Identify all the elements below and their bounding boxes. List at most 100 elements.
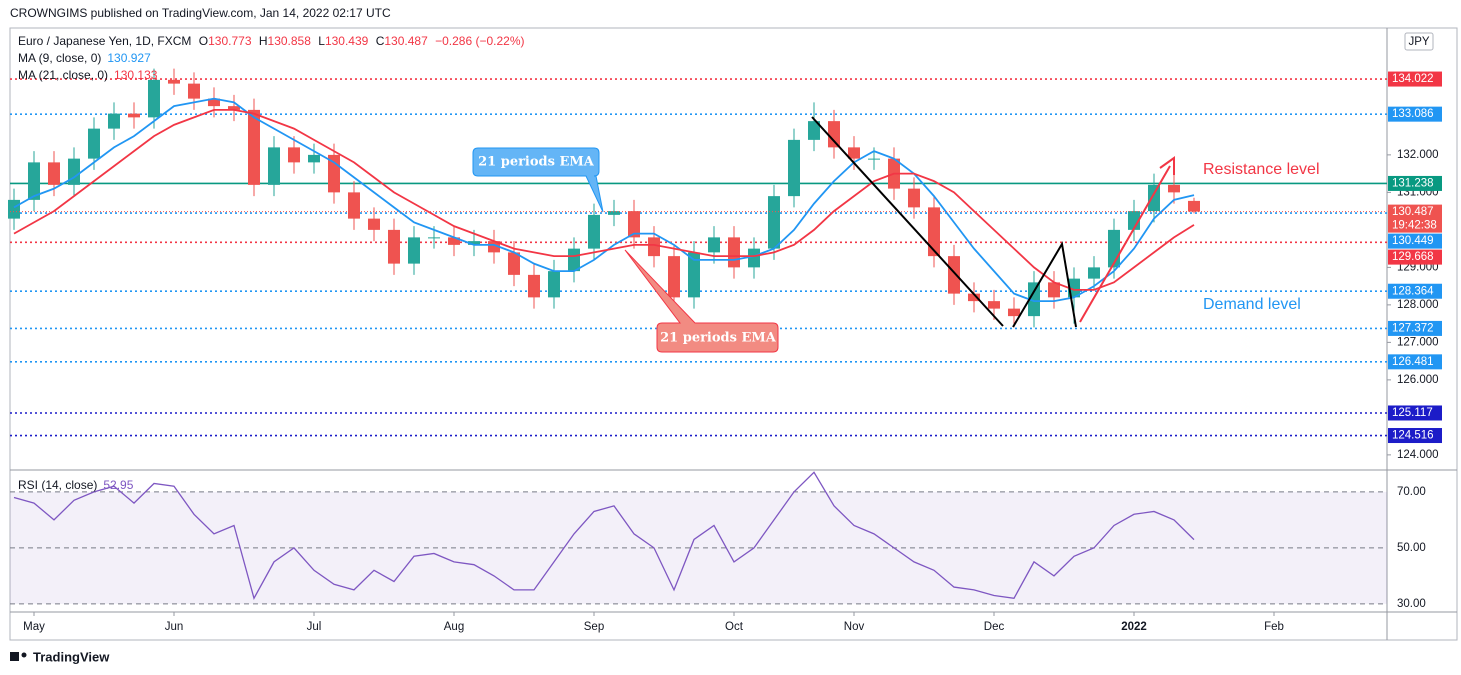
candle-body xyxy=(288,147,300,163)
moving-average xyxy=(13,97,1195,303)
candle-body xyxy=(1008,308,1020,317)
y-tick-label: 70.00 xyxy=(1397,486,1426,498)
candle-body xyxy=(908,188,920,208)
symbol-legend: Euro / Japanese Yen, 1D, FXCM O130.773 H… xyxy=(18,34,525,48)
callout-text: 21 periods EMA xyxy=(478,155,595,170)
h-label: H xyxy=(259,34,268,48)
candle-body xyxy=(68,158,80,185)
price-label-box xyxy=(1388,175,1442,191)
price-label: 130.487 xyxy=(1392,206,1434,218)
ma21-value: 130.133 xyxy=(114,68,158,82)
candle-body xyxy=(188,83,200,99)
price-label: 131.238 xyxy=(1392,177,1434,189)
candle-body xyxy=(968,293,980,302)
y-tick-label: 50.00 xyxy=(1397,542,1426,554)
y-tick-label: 126.000 xyxy=(1397,374,1439,386)
candle-body xyxy=(828,121,840,148)
candle-body xyxy=(48,162,60,185)
candle-body xyxy=(368,218,380,230)
candle-body xyxy=(668,256,680,298)
candle-body xyxy=(568,248,580,272)
candle-body xyxy=(528,274,540,298)
candle-body xyxy=(1188,200,1200,212)
candle-body xyxy=(1048,282,1060,298)
y-tick-label: 128.000 xyxy=(1397,299,1439,311)
currency-badge[interactable] xyxy=(1404,32,1434,51)
candle-body xyxy=(148,79,160,118)
candle-body xyxy=(948,256,960,294)
x-tick-label: Oct xyxy=(725,621,744,633)
x-tick-label: 2022 xyxy=(1121,621,1147,633)
candle-body xyxy=(1148,184,1160,212)
rsi-value: 52.95 xyxy=(103,478,133,492)
price-label-box xyxy=(1388,354,1442,370)
brand-logo xyxy=(21,652,27,658)
candle-body xyxy=(868,158,880,160)
h-value: 130.858 xyxy=(268,34,312,48)
candle-body xyxy=(408,237,420,264)
price-label-box xyxy=(1388,106,1442,122)
price-label: 125.117 xyxy=(1392,407,1433,419)
candle-body xyxy=(1028,282,1040,317)
ema-callout-red: 21 periods EMA xyxy=(624,249,779,353)
currency: JPY xyxy=(1408,36,1429,48)
price-label: 124.516 xyxy=(1392,430,1434,442)
arrow-line xyxy=(1079,165,1171,323)
l-label: L xyxy=(318,34,325,48)
x-tick-label: Feb xyxy=(1264,621,1284,633)
price-label: 130.449 xyxy=(1392,235,1434,247)
candle-body xyxy=(988,301,1000,309)
candle-body xyxy=(468,241,480,245)
candle-body xyxy=(708,237,720,253)
y-tick-label: 127.000 xyxy=(1397,336,1439,348)
candle-body xyxy=(168,79,180,84)
price-label: 126.481 xyxy=(1392,356,1434,368)
price-label: 127.372 xyxy=(1392,322,1434,334)
price-label: 129.668 xyxy=(1392,251,1434,263)
candle-body xyxy=(388,229,400,264)
rsi-line xyxy=(13,471,1195,600)
candle-body xyxy=(108,113,120,129)
candle-body xyxy=(28,162,40,200)
candle-body xyxy=(928,207,940,257)
moving-average xyxy=(13,108,1195,291)
price-label-box xyxy=(1388,204,1442,233)
price-label-box xyxy=(1388,405,1442,421)
callout-shape xyxy=(472,147,604,213)
candle-body xyxy=(248,109,260,185)
symbol: Euro / Japanese Yen, 1D, FXCM xyxy=(18,34,191,48)
brand: TradingView xyxy=(10,649,110,664)
ma9-value: 130.927 xyxy=(107,51,151,65)
price-label-box xyxy=(1388,233,1442,249)
candle-body xyxy=(8,199,20,219)
candle-body xyxy=(428,237,440,239)
candle-body xyxy=(768,196,780,249)
publisher-line: CROWNGIMS published on TradingView.com, … xyxy=(10,6,391,20)
x-tick-label: May xyxy=(23,621,45,633)
candle-body xyxy=(1168,184,1180,193)
candle-body xyxy=(208,98,220,107)
trend-line xyxy=(1012,241,1077,328)
ma9-name: MA (9, close, 0) xyxy=(18,51,101,65)
candle-body xyxy=(808,121,820,140)
candle-body xyxy=(128,113,140,118)
c-value: 130.487 xyxy=(384,34,428,48)
ma9-legend: MA (9, close, 0) 130.927 xyxy=(18,51,151,65)
x-tick-label: Sep xyxy=(584,621,604,633)
countdown: 19:42:38 xyxy=(1392,220,1437,232)
x-tick-label: Dec xyxy=(984,621,1005,633)
price-label-box xyxy=(1388,428,1442,444)
l-value: 130.439 xyxy=(325,34,369,48)
y-tick-label: 124.000 xyxy=(1397,449,1439,461)
brand-name: TradingView xyxy=(33,649,110,664)
candle-body xyxy=(548,271,560,298)
candle-body xyxy=(308,154,320,163)
rsi-name: RSI (14, close) xyxy=(18,478,97,492)
callout-shape xyxy=(624,249,779,353)
candle-body xyxy=(588,214,600,249)
candle-body xyxy=(488,241,500,253)
y-tick-label: 30.00 xyxy=(1397,598,1426,610)
candle-body xyxy=(788,139,800,197)
y-tick-label: 132.000 xyxy=(1397,149,1439,161)
